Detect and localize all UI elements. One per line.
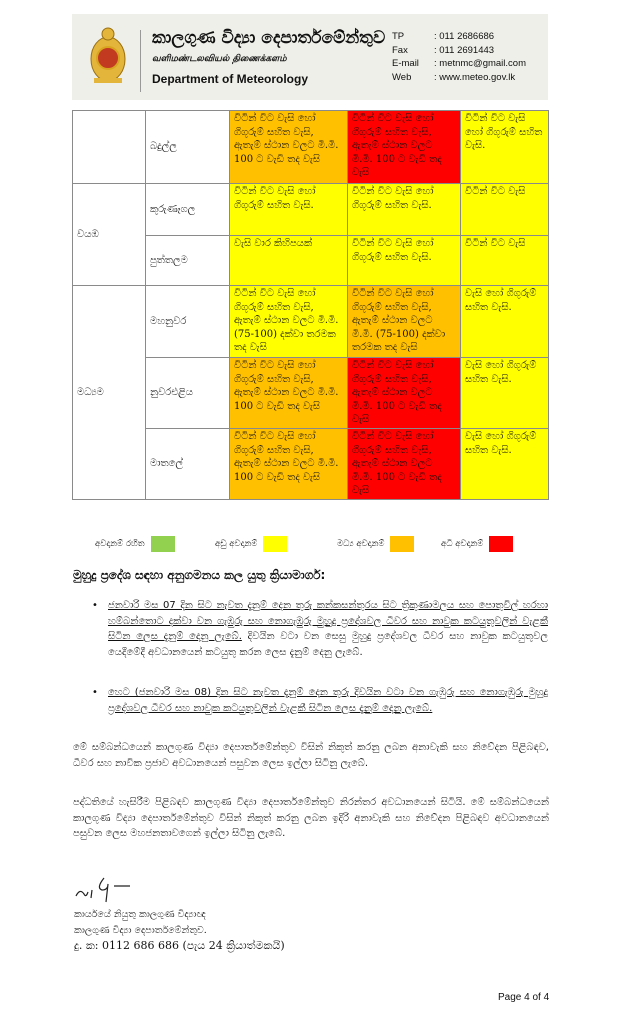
forecast-cell: විටින් විට වැසි හෝ ගිගුරුම් සහිත වැසි, ඇ… [229,357,348,429]
legend-item: අවදානම් රහිත [95,536,175,552]
forecast-cell: වැසි හෝ ගිගුරුම් සහිත වැසි. [460,285,549,358]
letterhead: කාලගුණ විද්‍යා දෙපාර්තමේන්තුව வளிமண்டலவி… [72,14,548,100]
forecast-cell: විටින් විට වැසි හෝ ගිගුරුම් සහිත වැසි. [460,110,549,184]
legend-swatch [150,536,175,552]
forecast-cell: විටින් විට වැසි හෝ ගිගුරුම් සහිත වැසි. [347,183,461,236]
paragraph-1: මේ සම්බන්ධයෙන් කාලගුණ විද්‍යා දෙපාර්තමේන… [73,742,549,769]
contact-value: : 011 2686686 [434,31,495,42]
paragraph-2: පද්ධතියේ හැසිරීම පිළිබඳව කාලගුණ විද්‍යා … [73,797,549,839]
district-cell: පුත්තලම [145,235,230,286]
province-cell [72,110,146,184]
contact-label: E-mail [392,58,419,69]
table-row: වයඹ කුරුණෑගල විටින් විට වැසි හෝ ගිගුරුම් ස… [72,183,549,286]
table-row: බදුල්ල විටින් විට වැසි හෝ ගිගුරුම් සහිත ව… [72,110,549,184]
signature-image [75,877,130,903]
legend-label: මධ්‍ය අවදානම් [337,539,385,549]
contact-label: TP [392,31,405,42]
contact-value: : www.meteo.gov.lk [434,71,516,83]
bullet-2-text: හෙට (ජනවාරි මස 08) දින සිට නැවත දැනුම් ද… [108,687,548,714]
contact-label: Fax [392,44,408,56]
forecast-cell: විටින් විට වැසි [460,235,549,286]
forecast-cell: විටින් විට වැසි හෝ ගිගුරුම් සහිත වැසි, ඇ… [347,428,461,500]
bullet-1-rest: දිවයින වටා වන සෙසු මුහුදු ප්‍රදේශවල ධීවර… [108,631,548,658]
contact-value: : metnmc@gmail.com [434,58,526,69]
forecast-cell: වැසි වාර කිහිපයක් [229,235,348,286]
contact-info: TP : 011 2686686 Fax : 011 2691443 E-mail:… [392,30,526,84]
bullet-2: • හෙට (ජනවාරි මස 08) දින සිට නැවත දැනුම් … [92,685,548,716]
district-cell: බදුල්ල [145,110,230,184]
signatory-phone: දු. ක: 0112 686 686 (පැය 24 ක්‍රියාත්මකය… [74,939,285,952]
district-cell: මාතලේ [145,428,230,500]
legend-label: අධි අවදානම් [441,539,484,549]
forecast-cell: විටින් විට වැසි හෝ ගිගුරුම් සහිත වැසි. [229,183,348,236]
legend-label: අවදානම් රහිත [95,539,145,549]
table-row: නුවරඑළිය විටින් විට වැසි හෝ ගිගුරුම් සහිත… [73,357,549,429]
legend-swatch [489,536,514,552]
bullet-1: • ජනවාරි මස 07 දින සිට නැවත දැනුම් දෙන තු… [92,598,548,660]
forecast-cell: විටින් විට වැසි හෝ ගිගුරුම් සහිත වැසි, ඇ… [347,285,461,358]
legend-item: මධ්‍ය අවදානම් [337,536,415,552]
forecast-cell: විටින් විට වැසි හෝ ගිගුරුම් සහිත වැසි, ඇ… [347,110,461,184]
dept-name-english: Department of Meteorology [152,72,309,86]
legend-item: අඩු අවදානම් [215,536,288,552]
marine-heading: මුහුදු ප්‍රදේශ සඳහා අනුගමනය කල යුතු ක්‍ර… [73,568,326,582]
forecast-cell: වැසි හෝ ගිගුරුම් සහිත වැසි. [460,357,549,429]
bullet-icon: • [92,687,98,698]
contact-label: Web [392,71,412,83]
district-cell: මහනුවර [145,285,230,358]
forecast-cell: වැසි හෝ ගිගුරුම් සහිත වැසි. [460,428,549,500]
signature-block: කාර්යයේ නියුතු කාලගුණ විද්‍යාඥ කාලගුණ වි… [74,907,285,954]
province-cell: මධ්‍යම [72,285,146,500]
forecast-table: බදුල්ල විටින් විට වැසි හෝ ගිගුරුම් සහිත ව… [72,110,549,500]
district-cell: කුරුණෑගල [145,183,230,236]
forecast-cell: විටින් විට වැසි [460,183,549,236]
forecast-cell: විටින් විට වැසි හෝ ගිගුරුම් සහිත වැසි, ඇ… [229,428,348,500]
legend-item: අධි අවදානම් [441,536,514,552]
bullet-1-underlined: ජනවාරි මස 07 දින සිට නැවත දැනුම් දෙන තුර… [108,600,548,642]
legend-label: අඩු අවදානම් [215,539,258,549]
forecast-cell: විටින් විට වැසි හෝ ගිගුරුම් සහිත වැසි, ඇ… [229,110,348,184]
dept-name-sinhala: කාලගුණ විද්‍යා දෙපාර්තමේන්තුව [152,28,386,48]
forecast-cell: විටින් විට වැසි හෝ ගිගුරුම් සහිත වැසි. [347,235,461,286]
table-row: මධ්‍යම මහනුවර විටින් විට වැසි හෝ ගිගුරුම් … [72,285,549,500]
province-cell: වයඹ [72,183,146,286]
legend-swatch [390,536,415,552]
forecast-cell: විටින් විට වැසි හෝ ගිගුරුම් සහිත වැසි, ඇ… [347,357,461,429]
bullet-icon: • [92,600,98,611]
dept-name-tamil: வளிமண்டலவியல் திணைக்களம் [152,54,287,64]
forecast-cell: විටින් විට වැසි හෝ ගිගුරුම් සහිත වැසි, ඇ… [229,285,348,358]
national-emblem-icon [90,27,126,83]
signatory-title: කාර්යයේ නියුතු කාලගුණ විද්‍යාඥ [74,909,206,920]
signatory-dept: කාලගුණ විද්‍යා දෙපාර්තමේන්තුව. [74,924,207,936]
contact-value: : 011 2691443 [434,44,495,56]
legend-swatch [263,536,288,552]
district-cell: නුවරඑළිය [145,357,230,429]
divider [140,30,141,92]
table-row: මාතලේ විටින් විට වැසි හෝ ගිගුරුම් සහිත වැ… [73,428,549,500]
table-row: පුත්තලම වැසි වාර කිහිපයක් විටින් විට වැසි … [73,235,549,286]
page-number: Page 4 of 4 [498,992,550,1003]
